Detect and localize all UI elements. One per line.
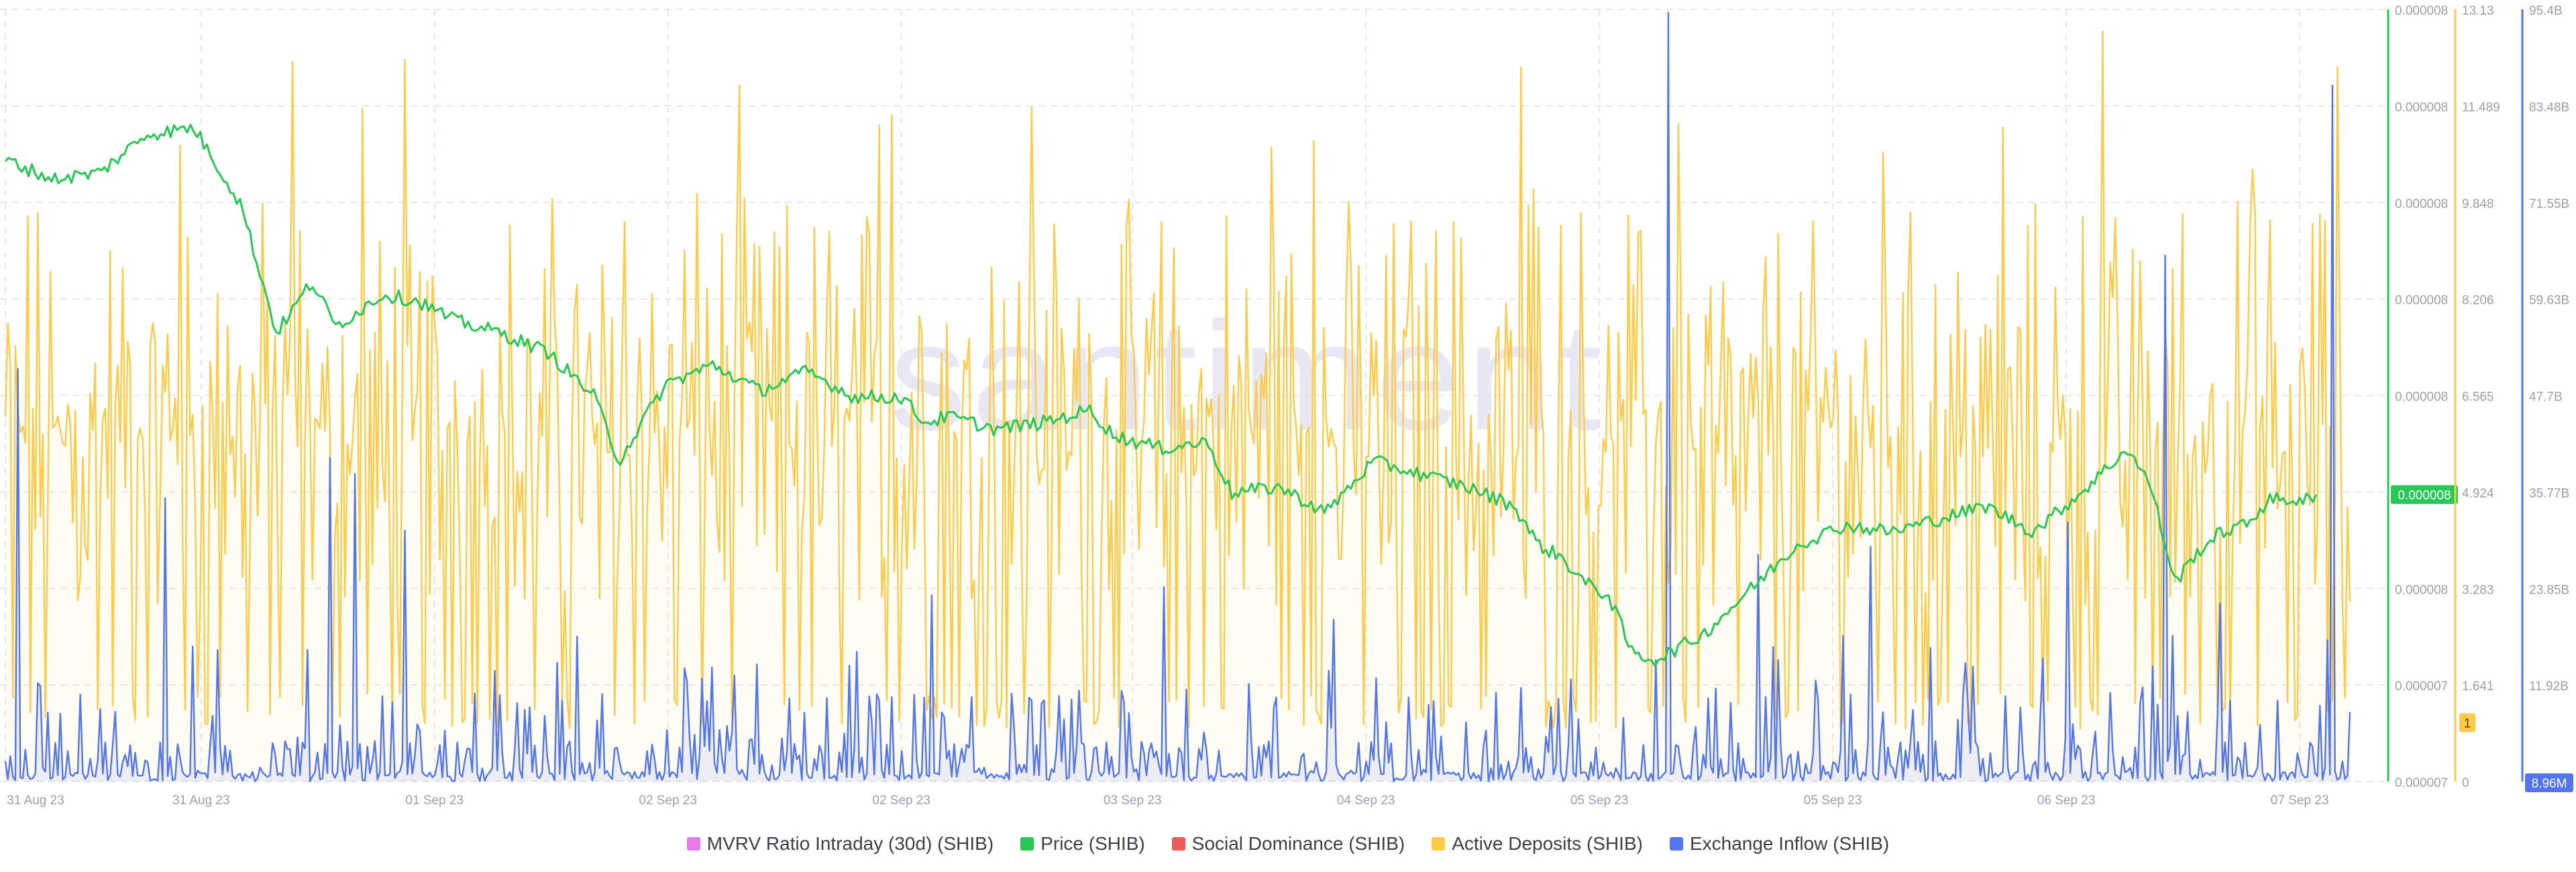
inflow-axis-tick-label: 23.85B <box>2529 583 2569 597</box>
price-series <box>4 123 2318 667</box>
legend-swatch-mvrv <box>686 837 700 851</box>
deposits-axis-tick-label: 4.924 <box>2462 486 2494 500</box>
deposits-axis-tick-label: 9.848 <box>2462 197 2494 211</box>
x-axis-tick-label: 04 Sep 23 <box>1337 794 1395 808</box>
axes: 0.000008 0.000008 0.000008 0.000008 0.000008… <box>7 4 2573 808</box>
exchange-inflow-line <box>4 11 2351 783</box>
inflow-current-value: 8.96M <box>2532 777 2567 791</box>
deposits-current-value: 1 <box>2464 716 2471 730</box>
x-axis-tick-label: 06 Sep 23 <box>2037 794 2096 808</box>
x-axis-tick-label: 01 Sep 23 <box>405 794 464 808</box>
deposits-axis-tick-label: 13.13 <box>2462 4 2494 18</box>
exchange-inflow-series <box>4 11 2351 783</box>
legend-item-deposits[interactable]: Active Deposits (SHIB) <box>1432 833 1643 855</box>
price-axis-tick-label: 0.000008 <box>2395 294 2448 308</box>
deposits-current-badge <box>2459 713 2475 732</box>
price-axis-tick-label: 0.000008 <box>2395 583 2448 597</box>
legend-item-mvrv[interactable]: MVRV Ratio Intraday (30d) (SHIB) <box>686 833 994 855</box>
active-deposits-line <box>4 30 2351 730</box>
legend-swatch-deposits <box>1432 837 1446 851</box>
deposits-axis-tick-label: 0 <box>2462 776 2469 790</box>
price-axis-tick-label: 0.000008 <box>2395 390 2448 404</box>
inflow-axis-tick-label: 95.4B <box>2529 4 2563 18</box>
legend-label: Active Deposits (SHIB) <box>1452 833 1643 854</box>
active-deposits-series <box>4 30 2351 781</box>
inflow-current-badge <box>2525 773 2573 792</box>
price-current-badge <box>2391 485 2458 504</box>
x-axis-tick-label: 02 Sep 23 <box>639 794 697 808</box>
legend-label: MVRV Ratio Intraday (30d) (SHIB) <box>706 833 994 854</box>
legend-swatch-price <box>1020 837 1034 851</box>
price-axis-tick-label: 0.000007 <box>2395 679 2448 694</box>
legend-swatch-inflow <box>1669 837 1683 851</box>
chart-legend: MVRV Ratio Intraday (30d) (SHIB) Price (… <box>0 830 2576 857</box>
x-axis-tick-label: 05 Sep 23 <box>1804 794 1862 808</box>
price-line-path <box>4 123 2318 667</box>
legend-label: Social Dominance (SHIB) <box>1191 833 1405 854</box>
chart-canvas: santiment 0.0000080.0000080.0000080.0000… <box>0 4 2573 808</box>
legend-item-price[interactable]: Price (SHIB) <box>1020 833 1145 855</box>
inflow-axis-tick-label: 59.63B <box>2529 294 2569 308</box>
legend-label: Exchange Inflow (SHIB) <box>1689 833 1890 854</box>
price-axis-tick-label: 0.000008 <box>2395 197 2448 211</box>
active-deposits-area <box>5 31 2350 781</box>
inflow-axis-tick-label: 11.92B <box>2529 679 2569 694</box>
inflow-axis-tick-label: 71.55B <box>2529 197 2569 211</box>
legend-label: Price (SHIB) <box>1040 833 1145 854</box>
x-axis-tick-label: 03 Sep 23 <box>1104 794 1162 808</box>
inflow-axis-tick-label: 83.48B <box>2529 101 2569 115</box>
price-axis-tick-label: 0.000008 <box>2395 101 2448 115</box>
x-axis-tick-label: 31 Aug 23 <box>172 794 230 808</box>
price-axis-tick-label: 0.000008 <box>2395 4 2448 18</box>
x-axis-tick-label: 05 Sep 23 <box>1570 794 1629 808</box>
inflow-axis-tick-label: 35.77B <box>2529 486 2569 500</box>
legend-item-inflow[interactable]: Exchange Inflow (SHIB) <box>1669 833 1890 855</box>
deposits-axis-tick-label: 6.565 <box>2462 390 2494 404</box>
deposits-axis-tick-label: 11.489 <box>2462 101 2500 115</box>
x-axis-tick-label: 07 Sep 23 <box>2271 794 2329 808</box>
x-axis-tick-label: 31 Aug 23 <box>7 794 64 808</box>
deposits-axis-tick-label: 8.206 <box>2462 294 2494 308</box>
legend-swatch-social <box>1171 837 1185 851</box>
deposits-axis-tick-label: 3.283 <box>2462 583 2494 597</box>
price-current-value: 0.000008 <box>2398 488 2451 502</box>
deposits-axis-tick-label: 1.641 <box>2462 679 2494 694</box>
inflow-axis-tick-label: 47.7B <box>2529 390 2563 404</box>
price-axis-tick-label: 0.000007 <box>2395 776 2448 790</box>
x-axis-tick-label: 02 Sep 23 <box>872 794 930 808</box>
legend-item-social[interactable]: Social Dominance (SHIB) <box>1171 833 1405 855</box>
